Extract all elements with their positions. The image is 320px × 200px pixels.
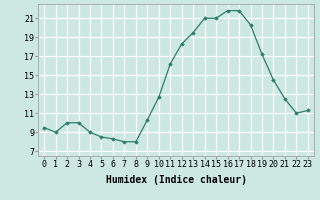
X-axis label: Humidex (Indice chaleur): Humidex (Indice chaleur) bbox=[106, 175, 246, 185]
